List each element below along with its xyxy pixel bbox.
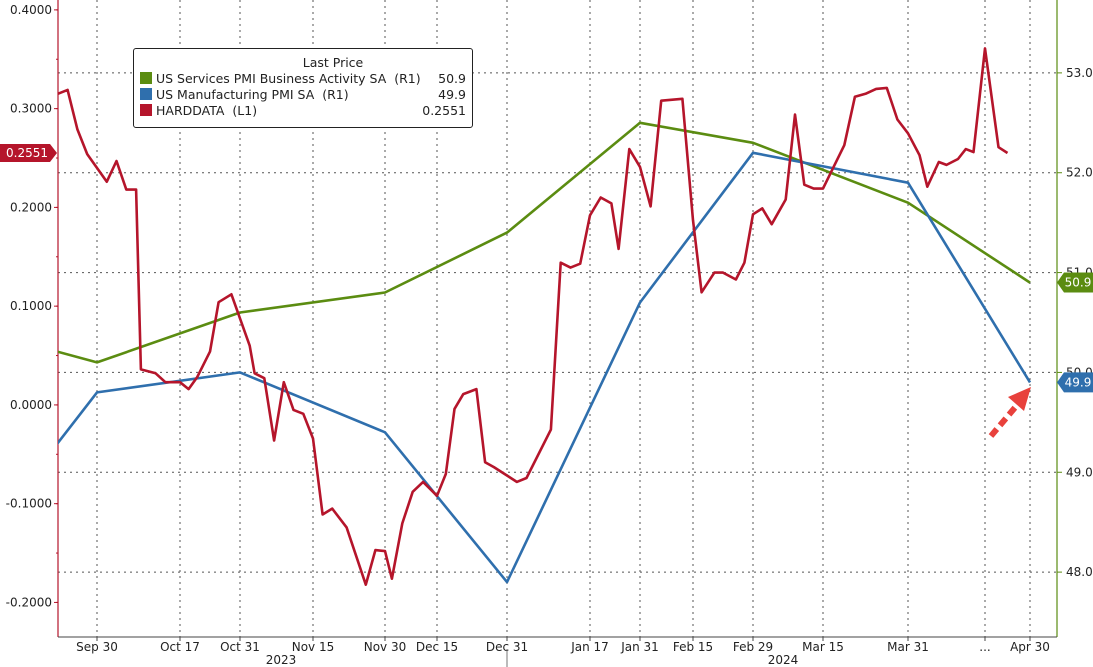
last-value-tag-text: 49.9 xyxy=(1065,375,1092,389)
legend-last-value: 50.9 xyxy=(438,70,466,86)
x-axis-tick-label: Sep 30 xyxy=(76,640,118,654)
last-value-tag xyxy=(1057,372,1093,393)
x-axis-year-label: 2023 xyxy=(266,653,297,667)
x-axis-tick-label: Mar 31 xyxy=(887,640,929,654)
last-value-tag-text: 0.2551 xyxy=(6,146,48,160)
x-axis-year-label: 2024 xyxy=(768,653,799,667)
annotation-arrow-shaft xyxy=(988,402,1021,438)
left-axis-tick-label: 0.1000 xyxy=(10,299,52,313)
left-axis-tick-label: 0.3000 xyxy=(10,102,52,116)
legend: Last Price US Services PMI Business Acti… xyxy=(133,48,473,128)
series-line-us-manufacturing-pmi-sa xyxy=(58,151,1032,584)
right-axis-tick-label: 49.0 xyxy=(1066,465,1093,479)
x-axis-tick-label: Oct 17 xyxy=(160,640,200,654)
gridlines xyxy=(58,0,1057,637)
last-value-tags: 0.2551 50.9 49.9 xyxy=(0,143,1093,393)
legend-swatch xyxy=(140,72,152,84)
left-axis-tick-label: 0.2000 xyxy=(10,200,52,214)
annotation-arrow-head xyxy=(1008,387,1031,411)
annotation-arrow xyxy=(988,387,1031,438)
series-lines xyxy=(58,47,1032,587)
last-value-tag-text: 50.9 xyxy=(1065,276,1092,290)
series-line-harddata xyxy=(58,47,1009,587)
x-axis-tick-label: Jan 17 xyxy=(570,640,609,654)
x-axis-tick-label: Dec 15 xyxy=(416,640,458,654)
axes: 53.052.051.050.049.048.00.40000.30000.20… xyxy=(6,0,1093,667)
x-axis-tick-label: Mar 15 xyxy=(802,640,844,654)
last-value-tag xyxy=(1057,272,1093,293)
legend-swatch xyxy=(140,88,152,100)
right-axis-tick-label: 52.0 xyxy=(1066,166,1093,180)
legend-entry-services: US Services PMI Business Activity SA (R1… xyxy=(134,70,472,86)
left-axis-tick-label: 0.4000 xyxy=(10,3,52,17)
x-axis-tick-label: ... xyxy=(979,640,990,654)
right-axis-tick-label: 53.0 xyxy=(1066,66,1093,80)
legend-last-value: 49.9 xyxy=(438,86,466,102)
x-axis-tick-label: Feb 15 xyxy=(673,640,713,654)
x-axis-tick-label: Feb 29 xyxy=(733,640,773,654)
left-axis-tick-label: -0.2000 xyxy=(6,595,52,609)
x-axis-tick-label: Dec 31 xyxy=(486,640,528,654)
x-axis-tick-label: Oct 31 xyxy=(220,640,260,654)
right-axis-tick-label: 48.0 xyxy=(1066,565,1093,579)
last-value-tag xyxy=(0,143,57,162)
x-axis-tick-label: Apr 30 xyxy=(1010,640,1050,654)
legend-label: US Manufacturing PMI SA (R1) xyxy=(156,86,349,102)
legend-label: HARDDATA (L1) xyxy=(156,102,258,118)
legend-swatch xyxy=(140,104,152,116)
legend-header: Last Price xyxy=(302,55,364,70)
legend-entry-harddata: HARDDATA (L1) 0.2551 xyxy=(134,102,472,118)
x-axis-tick-label: Nov 30 xyxy=(364,640,407,654)
series-line-us-services-pmi-business-activity-sa xyxy=(58,121,1031,364)
left-axis-tick-label: 0.0000 xyxy=(10,398,52,412)
legend-label: US Services PMI Business Activity SA (R1… xyxy=(156,70,421,86)
legend-last-value: 0.2551 xyxy=(422,102,466,118)
left-axis-tick-label: -0.1000 xyxy=(6,497,52,511)
x-axis-tick-label: Jan 31 xyxy=(620,640,659,654)
legend-entry-manufacturing: US Manufacturing PMI SA (R1) 49.9 xyxy=(134,86,472,102)
x-axis-tick-label: Nov 15 xyxy=(292,640,335,654)
